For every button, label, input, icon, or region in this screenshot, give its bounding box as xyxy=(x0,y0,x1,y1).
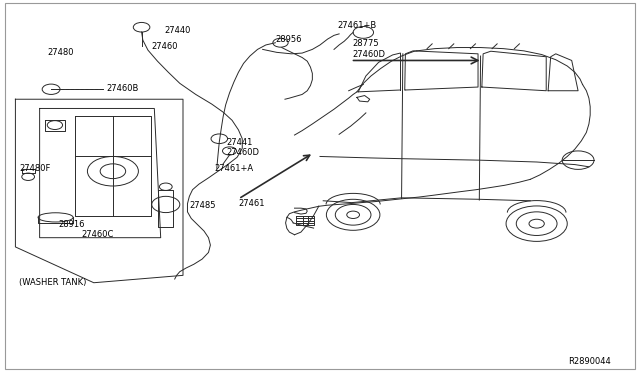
Text: 27460D: 27460D xyxy=(227,148,259,157)
Text: 27441: 27441 xyxy=(227,138,253,147)
Text: 27461: 27461 xyxy=(239,199,265,208)
Text: 28956: 28956 xyxy=(275,35,302,44)
Text: 27461+A: 27461+A xyxy=(215,164,254,173)
Text: 27480: 27480 xyxy=(47,48,74,57)
Text: 27460B: 27460B xyxy=(106,84,139,93)
Text: 27460D: 27460D xyxy=(353,51,385,60)
Text: 27461+B: 27461+B xyxy=(337,21,376,30)
Text: 27460: 27460 xyxy=(151,42,178,51)
Text: 27440: 27440 xyxy=(164,26,191,35)
Text: 27485: 27485 xyxy=(189,201,216,210)
Text: 27460C: 27460C xyxy=(82,230,114,239)
Text: 28916: 28916 xyxy=(59,219,85,228)
Text: (WASHER TANK): (WASHER TANK) xyxy=(19,278,86,287)
Text: 28775: 28775 xyxy=(353,39,379,48)
Text: R2890044: R2890044 xyxy=(568,357,611,366)
Text: 27480F: 27480F xyxy=(19,164,51,173)
